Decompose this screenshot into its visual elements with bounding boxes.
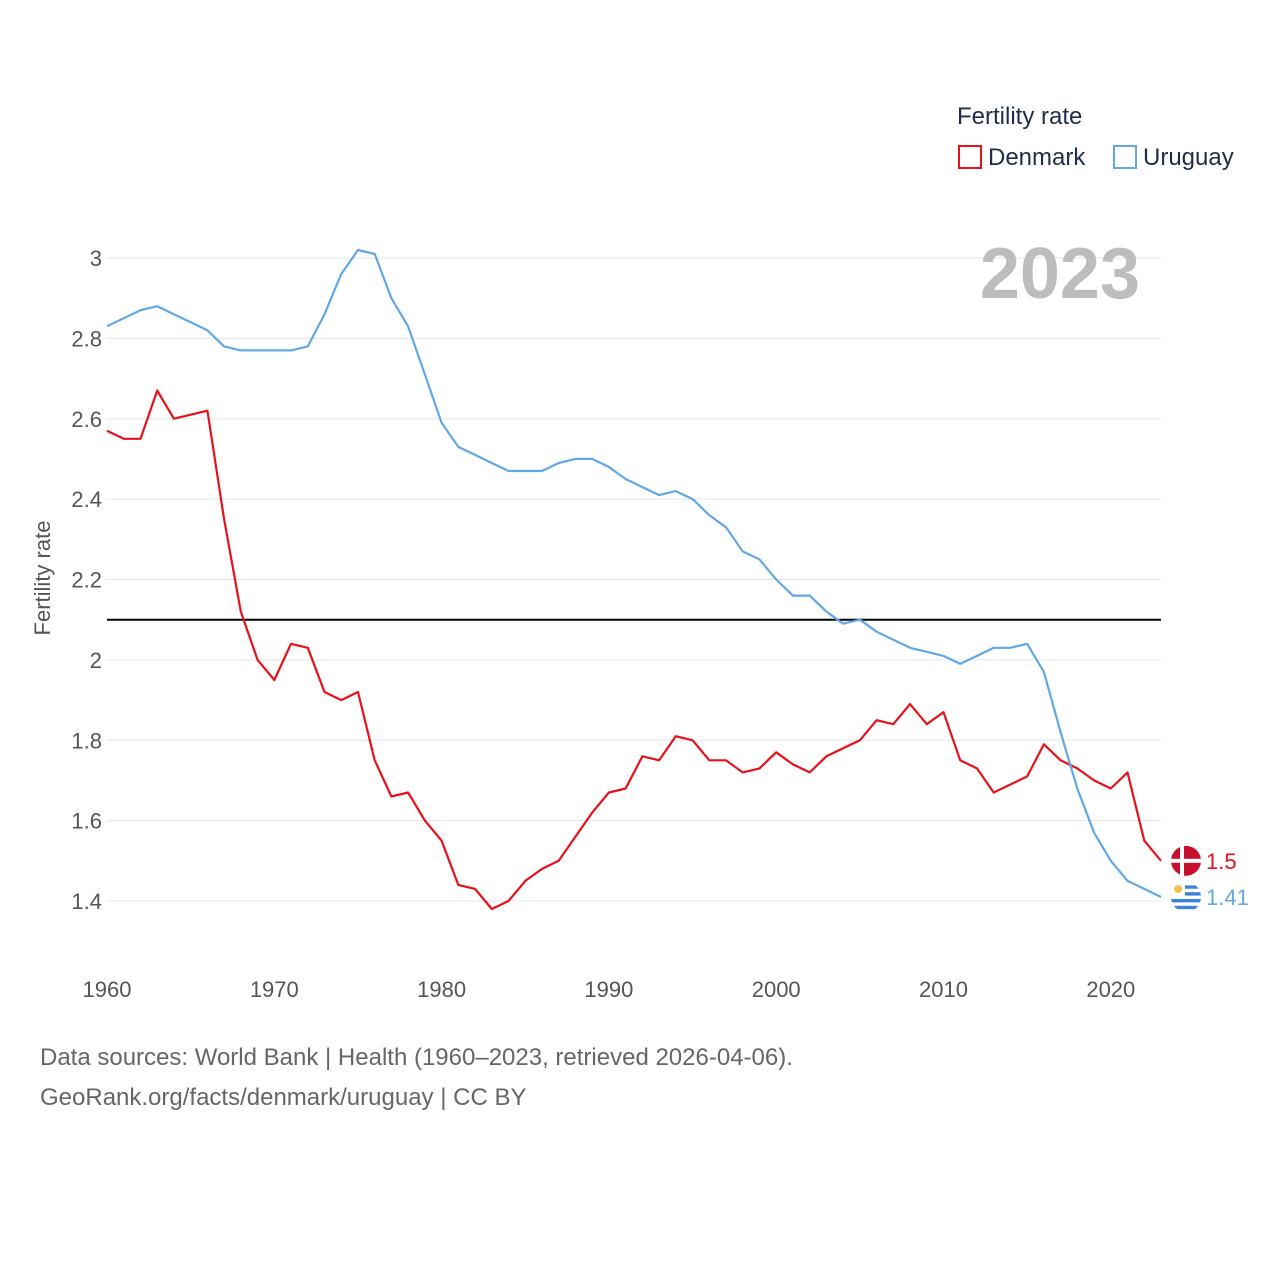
end-label-uruguay: 1.41 bbox=[1206, 885, 1249, 910]
legend-swatch-denmark bbox=[958, 145, 982, 169]
series-end-markers: 1.5 1.41 bbox=[1171, 845, 1249, 912]
y-tick-label: 1.6 bbox=[71, 809, 102, 834]
legend-label-denmark: Denmark bbox=[988, 144, 1086, 171]
series-line-uruguay[interactable] bbox=[106, 248, 1162, 898]
y-tick-label: 2 bbox=[90, 648, 102, 673]
uruguay-flag-icon bbox=[1171, 881, 1201, 912]
x-tick-label: 2000 bbox=[752, 977, 801, 1002]
legend-label-uruguay: Uruguay bbox=[1143, 144, 1234, 171]
y-tick-label: 2.4 bbox=[71, 487, 102, 512]
legend-item-uruguay[interactable]: Uruguay bbox=[1113, 144, 1234, 171]
grid-lines bbox=[107, 257, 1161, 902]
legend-title: Fertility rate bbox=[957, 103, 1082, 130]
denmark-flag-icon bbox=[1171, 845, 1201, 876]
y-axis-label: Fertility rate bbox=[30, 521, 55, 636]
x-axis-ticks: 1960 1970 1980 1990 2000 2010 2020 bbox=[83, 977, 1136, 1002]
x-tick-label: 2020 bbox=[1086, 977, 1135, 1002]
series-lines bbox=[106, 248, 1162, 911]
footer-sources: Data sources: World Bank | Health (1960–… bbox=[40, 1044, 793, 1071]
year-watermark: 2023 bbox=[980, 234, 1140, 314]
y-tick-label: 2.6 bbox=[71, 407, 102, 432]
x-tick-label: 1970 bbox=[250, 977, 299, 1002]
x-tick-label: 1980 bbox=[417, 977, 466, 1002]
legend-swatch-uruguay bbox=[1113, 145, 1137, 169]
y-tick-label: 3 bbox=[90, 246, 102, 271]
x-tick-label: 1960 bbox=[83, 977, 132, 1002]
y-tick-label: 1.8 bbox=[71, 728, 102, 753]
series-line-denmark[interactable] bbox=[106, 389, 1162, 911]
end-label-denmark: 1.5 bbox=[1206, 849, 1237, 874]
footer-attribution[interactable]: GeoRank.org/facts/denmark/uruguay | CC B… bbox=[40, 1084, 527, 1111]
y-tick-label: 1.4 bbox=[71, 889, 102, 914]
y-axis-ticks: 1.4 1.6 1.8 2 2.2 2.4 2.6 2.8 3 bbox=[71, 246, 102, 914]
legend-item-denmark[interactable]: Denmark bbox=[958, 144, 1086, 171]
x-tick-label: 2010 bbox=[919, 977, 968, 1002]
y-tick-label: 2.2 bbox=[71, 568, 102, 593]
x-tick-label: 1990 bbox=[584, 977, 633, 1002]
legend: Fertility rate Denmark Uruguay bbox=[957, 103, 1234, 171]
y-tick-label: 2.8 bbox=[71, 326, 102, 351]
